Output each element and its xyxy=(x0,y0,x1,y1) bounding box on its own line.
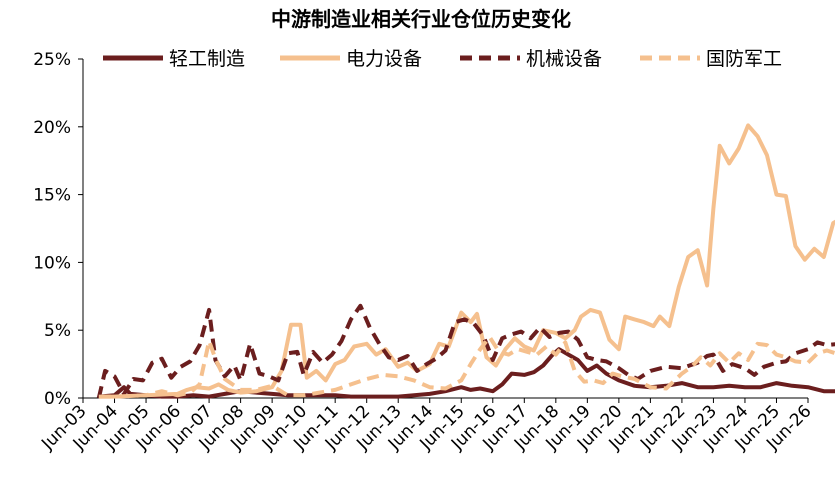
legend-label: 国防军工 xyxy=(706,48,782,70)
legend-label: 电力设备 xyxy=(346,48,422,70)
x-axis: Jun-03Jun-04Jun-05Jun-06Jun-07Jun-08Jun-… xyxy=(37,397,816,455)
legend-label: 轻工制造 xyxy=(169,48,245,70)
plot-area xyxy=(96,123,835,399)
y-tick-label: 20% xyxy=(33,118,71,138)
legend-label: 机械设备 xyxy=(526,48,602,70)
y-tick-label: 25% xyxy=(33,50,71,70)
y-axis: 0% 5% 10% 15% 20% 25% xyxy=(33,50,84,409)
y-tick-label: 0% xyxy=(44,389,71,409)
y-tick-label: 15% xyxy=(33,186,71,206)
series-line-1 xyxy=(98,347,835,399)
chart-title: 中游制造业相关行业仓位历史变化 xyxy=(271,7,571,31)
chart-legend: 轻工制造 电力设备 机械设备 国防军工 xyxy=(103,48,782,70)
y-tick-label: 5% xyxy=(44,321,71,341)
series-line-3 xyxy=(96,303,835,399)
series-line-4 xyxy=(98,335,835,399)
y-tick-label: 10% xyxy=(33,253,71,273)
